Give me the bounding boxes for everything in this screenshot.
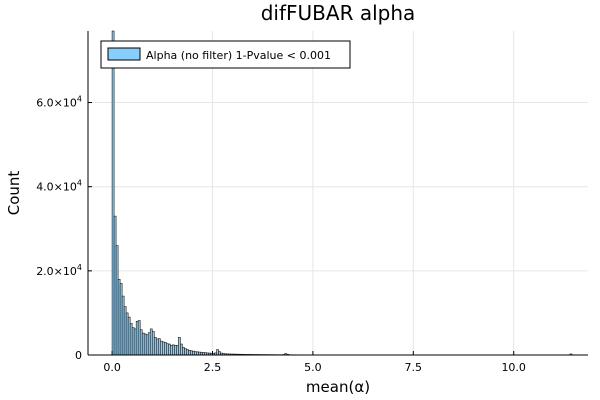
histogram-bar: [113, 215, 117, 356]
histogram-bar: [188, 350, 191, 356]
histogram-bar: [218, 351, 221, 356]
histogram-bar: [147, 332, 151, 356]
legend-box: [100, 40, 351, 69]
histogram-bar: [119, 283, 123, 356]
histogram-bar: [127, 316, 131, 356]
histogram-bar: [168, 343, 171, 356]
histogram-bar: [170, 345, 173, 356]
histogram-bar: [145, 334, 149, 356]
x-tick-label: 10.0: [501, 361, 526, 374]
histogram-bar: [149, 328, 153, 356]
axes: [87, 31, 588, 356]
histogram-bar: [155, 338, 159, 356]
histogram-bar: [157, 338, 161, 356]
legend-entry-label: Alpha (no filter) 1-Pvalue < 0.001: [146, 49, 331, 62]
histogram-bar: [192, 350, 195, 356]
histogram-bar: [151, 331, 155, 356]
y-tick-label: 0: [75, 349, 82, 362]
histogram-bar: [133, 328, 137, 356]
histogram-bar: [172, 344, 175, 356]
y-ticks: 0 2.0×104 4.0×104 6.0×104: [36, 95, 92, 362]
histogram-bar: [178, 337, 181, 356]
histogram-bar: [129, 323, 133, 356]
x-tick-label: 5.0: [304, 361, 322, 374]
histogram-bar: [115, 245, 119, 356]
histogram-bar: [159, 340, 163, 356]
histogram-bar: [166, 343, 169, 356]
histogram-bar: [186, 349, 189, 356]
x-tick-label: 7.5: [405, 361, 423, 374]
histogram-bar: [182, 347, 185, 356]
histogram-bar: [117, 278, 121, 356]
x-tick-label: 2.5: [204, 361, 222, 374]
histogram-bar: [135, 321, 139, 356]
y-tick-label: 2.0×104: [36, 263, 82, 278]
histogram-bar: [180, 343, 183, 356]
histogram-bar: [176, 345, 179, 356]
y-tick-label: 4.0×104: [36, 179, 82, 194]
histogram-bar: [123, 306, 127, 356]
histogram-bar: [137, 320, 141, 356]
y-tick-label: 6.0×104: [36, 95, 82, 110]
legend-swatch: [107, 47, 141, 61]
x-ticks: 0.0 2.5 5.0 7.5 10.0: [103, 351, 526, 374]
x-axis-label: mean(α): [306, 378, 370, 396]
x-tick-label: 0.0: [103, 361, 121, 374]
histogram-bar: [162, 341, 165, 356]
histogram-bar: [190, 350, 193, 356]
legend: Alpha (no filter) 1-Pvalue < 0.001: [100, 40, 351, 69]
histogram-bar: [139, 329, 143, 356]
y-axis-label: Count: [5, 171, 23, 216]
histogram-bar: [125, 312, 129, 356]
histogram-bar: [143, 333, 147, 356]
chart-title: difFUBAR alpha: [261, 1, 416, 25]
histogram-bar: [216, 349, 219, 356]
